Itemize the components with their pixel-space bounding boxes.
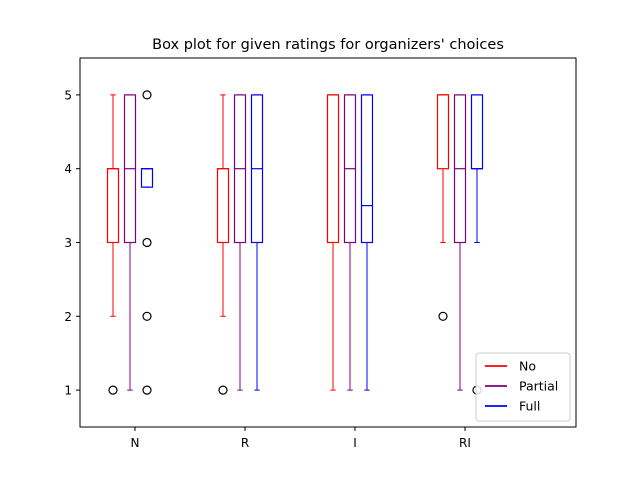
box-no-r — [216, 94, 230, 395]
y-tick-label: 1 — [64, 384, 72, 398]
box-body — [216, 168, 230, 244]
box-full-ri — [470, 94, 484, 395]
box-full-r — [250, 94, 264, 391]
x-tick-label: R — [241, 436, 249, 450]
box-body — [106, 168, 120, 244]
y-tick-label: 5 — [64, 88, 72, 102]
box-partial-i — [343, 94, 357, 391]
y-tick-label: 4 — [64, 162, 72, 176]
box-no-ri — [436, 94, 450, 321]
y-tick-label: 3 — [64, 236, 72, 250]
box-body — [470, 94, 484, 170]
legend-label: Full — [519, 399, 540, 414]
chart-title: Box plot for given ratings for organizer… — [152, 37, 504, 53]
x-tick-label: N — [131, 436, 140, 450]
outlier-point — [438, 311, 448, 321]
box-partial-n — [123, 94, 137, 391]
outlier-point — [142, 90, 152, 100]
box-no-n — [106, 94, 120, 395]
outlier-point — [218, 385, 228, 395]
box-body — [436, 94, 450, 170]
outlier-point — [142, 311, 152, 321]
legend-label: No — [519, 359, 536, 374]
box-partial-r — [233, 94, 247, 391]
box-full-i — [360, 94, 374, 391]
legend-label: Partial — [519, 379, 558, 394]
legend-box — [475, 352, 571, 422]
plot-marks — [106, 90, 484, 395]
x-tick-label: I — [353, 436, 357, 450]
x-tick-label: RI — [459, 436, 471, 450]
y-tick-label: 2 — [64, 310, 72, 324]
outlier-point — [142, 385, 152, 395]
box-body — [140, 168, 154, 188]
box-no-i — [326, 94, 340, 391]
box-full-n — [140, 90, 154, 395]
box-body — [326, 94, 340, 244]
box-partial-ri — [453, 94, 467, 391]
box-body — [360, 94, 374, 244]
legend: No Partial Full — [475, 352, 571, 422]
outlier-point — [108, 385, 118, 395]
outlier-point — [142, 237, 152, 248]
